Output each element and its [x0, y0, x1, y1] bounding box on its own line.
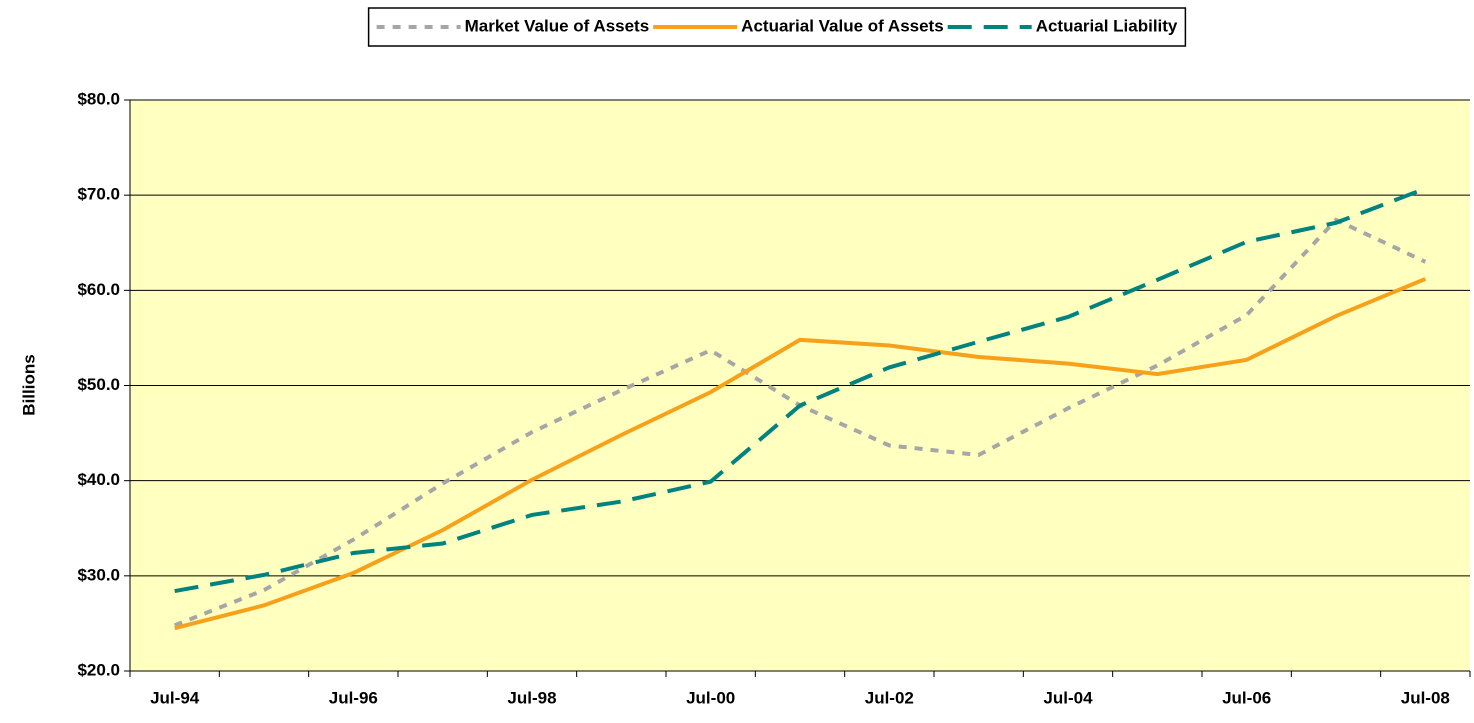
x-tick-label: Jul-06 [1222, 688, 1271, 707]
y-tick-label: $20.0 [77, 660, 120, 679]
y-tick-label: $60.0 [77, 280, 120, 299]
y-tick-label: $30.0 [77, 565, 120, 584]
x-tick-label: Jul-96 [329, 688, 378, 707]
legend-label: Market Value of Assets [465, 16, 650, 35]
x-tick-label: Jul-00 [686, 688, 735, 707]
x-tick-label: Jul-98 [507, 688, 556, 707]
series-line [174, 277, 1427, 631]
series-line [174, 186, 1427, 594]
x-tick-label: Jul-02 [865, 688, 914, 707]
y-tick-label: $40.0 [77, 470, 120, 489]
x-tick-label: Jul-08 [1401, 688, 1450, 707]
y-tick-label: $50.0 [77, 375, 120, 394]
y-tick-label: $80.0 [77, 89, 120, 108]
x-tick-label: Jul-04 [1043, 688, 1093, 707]
legend-label: Actuarial Value of Assets [741, 16, 944, 35]
legend-box [367, 7, 1187, 47]
legend-label: Actuarial Liability [1036, 16, 1178, 35]
y-tick-label: $70.0 [77, 185, 120, 204]
x-tick-label: Jul-94 [150, 688, 200, 707]
y-axis-label: Billions [19, 354, 38, 415]
